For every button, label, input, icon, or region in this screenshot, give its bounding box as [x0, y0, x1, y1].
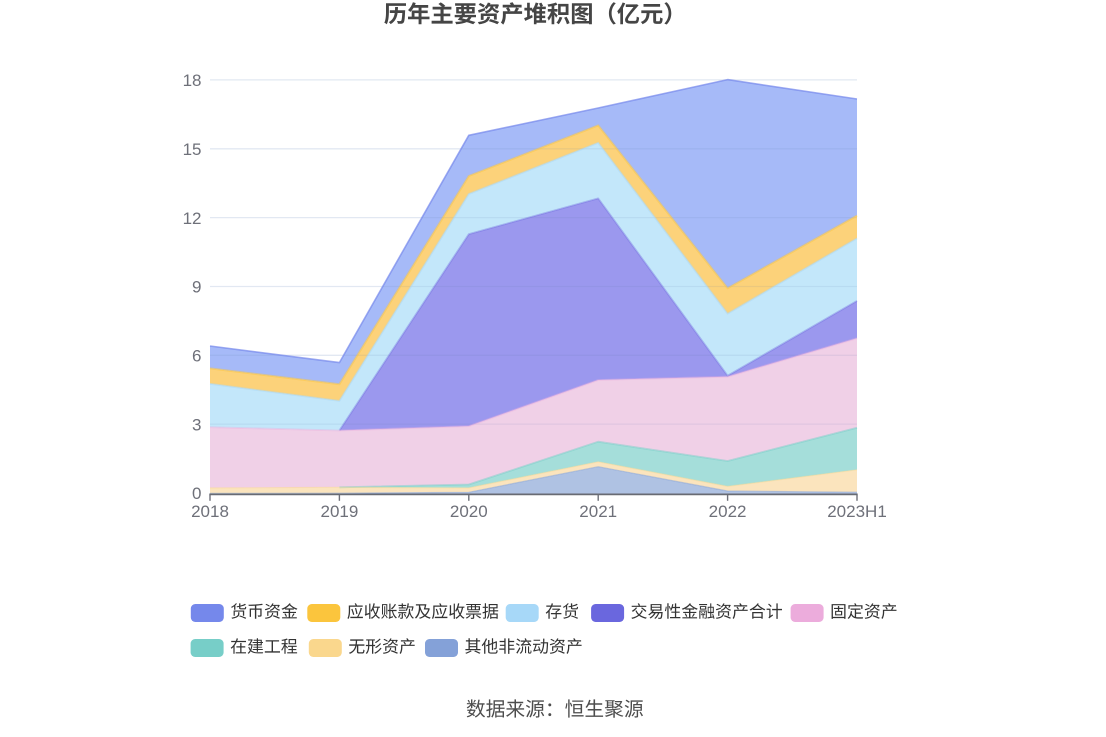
svg-text:12: 12 [183, 209, 202, 228]
svg-text:0: 0 [192, 484, 201, 503]
svg-text:2019: 2019 [320, 502, 358, 521]
svg-text:3: 3 [192, 415, 201, 434]
svg-text:18: 18 [183, 71, 202, 90]
svg-text:2018: 2018 [191, 502, 229, 521]
svg-text:2023H1: 2023H1 [827, 502, 887, 521]
svg-text:2022: 2022 [709, 502, 747, 521]
svg-text:6: 6 [192, 347, 201, 366]
svg-text:9: 9 [192, 278, 201, 297]
svg-text:2020: 2020 [450, 502, 488, 521]
svg-text:2021: 2021 [579, 502, 617, 521]
svg-text:15: 15 [183, 140, 202, 159]
